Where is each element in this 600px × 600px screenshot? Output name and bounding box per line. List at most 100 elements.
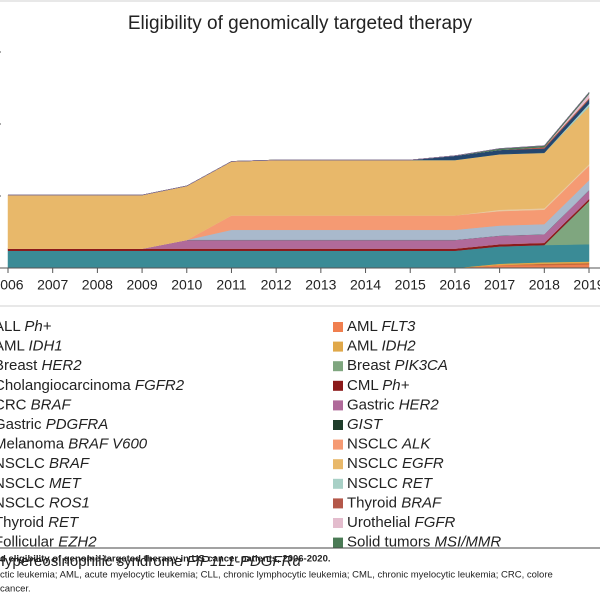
legend-gene: HER2 [399,396,440,413]
legend-name: NSCLC [347,436,402,453]
legend-name: Breast [0,357,42,374]
legend-swatch [333,537,343,548]
legend-name: CRC [0,396,31,413]
area [8,92,590,196]
legend-label: Breast HER2 [0,357,82,374]
legend-gene: BRAF [401,494,442,511]
legend-gene: IDH1 [28,338,62,355]
x-tick-label: 2017 [484,277,515,293]
legend-label: AML IDH2 [347,338,416,355]
legend-name: Solid tumors [347,534,435,551]
legend-gene: FLT3 [381,318,416,335]
legend-label: NSCLC MET [0,475,83,492]
legend-label: GIST [347,416,384,433]
legend-name: AML [347,318,381,335]
legend-gene: PDGFRA [46,416,109,433]
legend-gene: RET [48,514,80,531]
legend-name: Hypereosinophilic syndrome [0,553,187,570]
legend-label: AML IDH1 [0,338,63,355]
legend-swatch [333,400,343,411]
legend-name: Thyroid [347,494,401,511]
legend-gene: HER2 [42,357,83,374]
legend-label: Breast PIK3CA [347,357,448,374]
legend-name: CML [347,377,382,394]
legend-name: NSCLC [0,475,49,492]
legend-gene: EZH2 [58,534,97,551]
legend-gene: FIP1L1-PDGFRα [187,553,302,570]
legend-gene: ROS1 [49,494,90,511]
legend-label: NSCLC EGFR [347,455,444,472]
legend-label: Follicular EZH2 [0,534,97,551]
legend-name: Urothelial [347,514,415,531]
legend-swatch [333,420,343,430]
legend-label: CRC BRAF [0,396,72,413]
legend-gene: RET [402,475,434,492]
caption-title: d eligibility of genome-targeted therapy… [0,554,331,565]
legend-name: NSCLC [0,494,49,511]
legend-name: Melanoma [0,436,68,453]
legend-name: Thyroid [0,514,48,531]
legend-name: AML [347,338,381,355]
legend-name: Follicular [0,534,58,551]
legend-swatch [333,498,343,509]
x-tick-label: 2007 [37,277,68,293]
legend-label: Solid tumors MSI/MMR [347,534,501,551]
chart-frame [0,0,600,307]
legend-gene: MSI/MMR [435,534,502,551]
legend-name: Gastric [0,416,46,433]
legend-swatch [333,380,343,391]
x-tick-label: 2008 [82,277,113,293]
legend-gene: BRAF [49,455,90,472]
legend-swatch [333,518,343,528]
x-tick-label: 2012 [261,277,292,293]
legend-name: Cholangiocarcinoma [0,377,135,394]
x-tick-label: 2009 [126,277,157,293]
caption-line: cancer. [0,584,31,595]
x-tick-label: 2018 [529,277,560,293]
chart-title: Eligibility of genomically targeted ther… [128,13,473,34]
legend-gene: FGFR [415,514,456,531]
legend-label: Gastric PDGFRA [0,416,108,433]
legend-name: Gastric [347,396,399,413]
legend-swatch [333,459,343,470]
legend-label: Urothelial FGFR [347,514,456,531]
x-tick-label: 2015 [395,277,426,293]
x-tick-label: 2016 [439,277,470,293]
x-tick-label: 2013 [305,277,336,293]
legend-swatch [333,478,343,489]
legend-gene: BRAF V600 [68,436,148,453]
legend-label: Thyroid BRAF [347,494,442,511]
legend-name: NSCLC [347,475,402,492]
x-tick-label: 2006 [0,277,24,293]
legend-swatch [333,361,343,372]
legend-gene: FGFR2 [135,377,185,394]
legend-name: AML [0,338,28,355]
legend-gene: Ph+ [24,318,51,335]
x-tick-label: 2011 [216,277,246,293]
legend-name: Breast [347,357,395,374]
legend-label: NSCLC ALK [347,436,431,453]
legend-gene: PIK3CA [395,357,448,374]
legend-label: Thyroid RET [0,514,80,531]
legend-name: ALL [0,318,24,335]
legend-gene: IDH2 [381,338,416,355]
legend-label: Cholangiocarcinoma FGFR2 [0,377,185,394]
legend-label: NSCLC RET [347,475,434,492]
legend-label: CML Ph+ [347,377,410,394]
legend-gene: Ph+ [382,377,409,394]
legend-swatch [333,322,343,332]
legend-gene: GIST [347,416,384,433]
legend-gene: BRAF [31,396,72,413]
legend-name: NSCLC [347,455,402,472]
x-tick-label: 2019 [573,277,600,293]
legend-gene: EGFR [402,455,444,472]
legend-label: ALL Ph+ [0,318,52,335]
legend-gene: MET [49,475,83,492]
caption-line: ctic leukemia; AML, acute myelocytic leu… [0,570,553,581]
legend-label: Melanoma BRAF V600 [0,436,148,453]
x-tick-label: 2014 [350,277,381,293]
legend-label: NSCLC BRAF [0,455,90,472]
legend-label: NSCLC ROS1 [0,494,90,511]
legend-name: NSCLC [0,455,49,472]
